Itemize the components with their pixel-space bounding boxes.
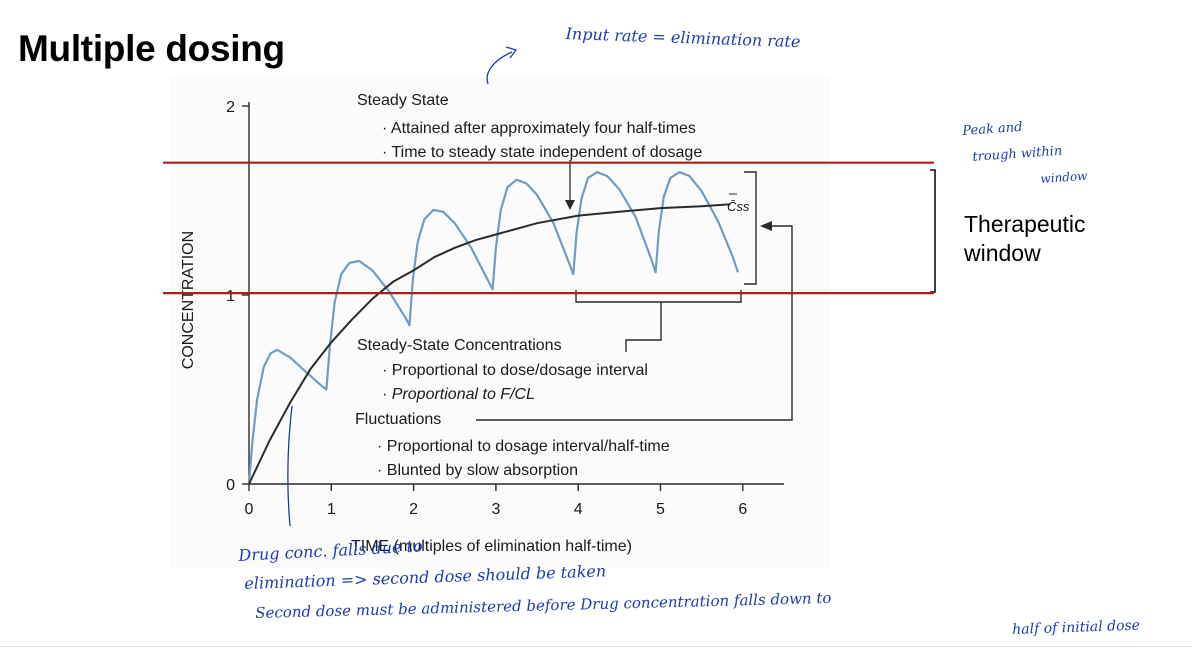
x-tick-label: 5	[656, 501, 665, 518]
figure-panel	[170, 78, 830, 568]
steady-state-item-1: · Attained after approximately four half…	[382, 120, 696, 137]
ss-concentrations-item-1: · Proportional to dose/dosage interval	[382, 362, 648, 379]
steady-state-heading: Steady State	[357, 92, 449, 109]
x-tick-label: 0	[245, 501, 254, 518]
steady-state-item-2: · Time to steady state independent of do…	[382, 144, 702, 161]
fluctuations-connector	[476, 225, 793, 421]
y-tick-label: 2	[226, 99, 235, 116]
x-tick-label: 3	[491, 501, 500, 518]
x-axis-label: TIME (multiples of elimination half-time…	[351, 538, 632, 555]
handwriting-strokes	[287, 46, 518, 527]
therapeutic-window-label: Therapeutic window	[964, 210, 1085, 268]
fluctuations-heading: Fluctuations	[355, 411, 441, 428]
series-line-average	[248, 203, 731, 485]
y-tick-label: 1	[226, 288, 235, 305]
therapeutic-window-label-line-1: Therapeutic	[964, 211, 1086, 237]
annotation-layer: Steady State · Attained after approximat…	[355, 92, 793, 479]
fluctuations-item-1: · Proportional to dosage interval/half-t…	[377, 438, 670, 455]
chart-axes: 0 1 2 0 1 2 3 4 5 6 TIME (multiples of elimination…	[180, 99, 784, 555]
fluctuations-item-2: · Blunted by slow absorption	[377, 462, 578, 479]
therapeutic-window-label-line-2: window	[964, 240, 1041, 266]
trough-bracket	[575, 290, 742, 303]
css-label: C̄ss	[727, 199, 750, 214]
series-line-fluctuating	[247, 171, 739, 485]
fluctuations-arrowhead	[760, 221, 772, 231]
y-tick-label: 0	[226, 477, 235, 494]
ss-concentrations-item-2: · Proportional to F/CL	[382, 386, 535, 403]
series-layer	[247, 171, 739, 485]
x-tick-label: 2	[409, 501, 418, 518]
x-tick-label: 4	[574, 501, 583, 518]
handwritten-pointer-line	[287, 405, 293, 527]
therapeutic-window-layer	[163, 161, 936, 295]
slide-title: Multiple dosing	[18, 28, 285, 69]
therapeutic-window-brace	[930, 169, 936, 293]
ss-concentrations-heading: Steady-State Concentrations	[357, 337, 562, 354]
x-tick-label: 6	[738, 501, 747, 518]
steady-state-arrowhead	[565, 200, 575, 210]
css-bracket	[744, 171, 757, 285]
handwritten-arrowhead	[505, 46, 518, 59]
trough-bracket-stem	[625, 302, 662, 352]
handwritten-arrow-curve	[486, 51, 513, 85]
x-tick-label: 1	[327, 501, 336, 518]
slide-bottom-divider	[0, 646, 1192, 647]
y-axis-label: CONCENTRATION	[180, 231, 197, 369]
